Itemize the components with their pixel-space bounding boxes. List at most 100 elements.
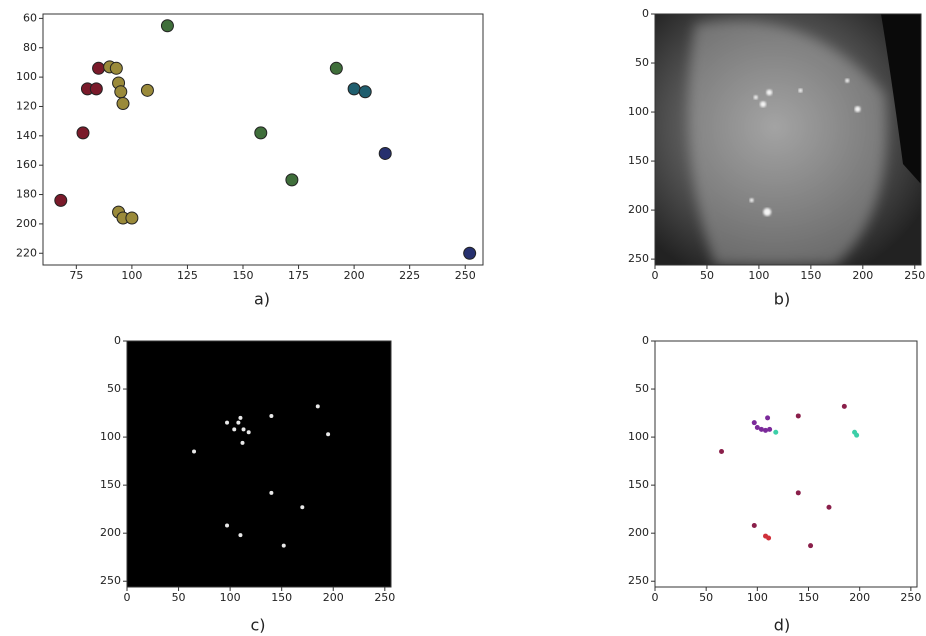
point bbox=[236, 420, 241, 425]
x-tick-label: 200 bbox=[323, 591, 344, 604]
caption: c) bbox=[250, 616, 265, 635]
frame bbox=[654, 13, 922, 266]
point bbox=[114, 85, 128, 99]
y-tick-label: 0 bbox=[642, 7, 649, 20]
x-tick-label: 175 bbox=[288, 269, 309, 282]
point bbox=[225, 523, 230, 528]
y-tick-label: 80 bbox=[23, 41, 37, 54]
x-tick-label: 100 bbox=[220, 591, 241, 604]
bright-spot bbox=[753, 95, 758, 100]
x-tick-label: 100 bbox=[747, 591, 768, 604]
point bbox=[766, 535, 772, 541]
point bbox=[751, 523, 757, 528]
y-tick-label: 200 bbox=[16, 217, 37, 230]
y-tick-label: 160 bbox=[16, 158, 37, 171]
y-tick-label: 200 bbox=[628, 203, 649, 216]
y-tick-label: 0 bbox=[114, 334, 121, 347]
y-tick-label: 100 bbox=[628, 105, 649, 118]
y-tick-label: 250 bbox=[628, 574, 649, 587]
point bbox=[463, 246, 477, 260]
bright-spot bbox=[763, 208, 772, 217]
point bbox=[246, 430, 251, 435]
point bbox=[92, 61, 106, 75]
bright-spot bbox=[798, 88, 803, 93]
point bbox=[719, 449, 725, 455]
edge bbox=[881, 14, 921, 184]
y-tick-label: 50 bbox=[107, 382, 121, 395]
point bbox=[767, 426, 773, 432]
point bbox=[238, 415, 243, 420]
x-tick-label: 250 bbox=[904, 269, 925, 282]
point bbox=[269, 490, 274, 495]
point bbox=[281, 543, 286, 548]
x-tick-label: 200 bbox=[849, 591, 870, 604]
frame bbox=[654, 340, 918, 588]
point bbox=[795, 413, 801, 419]
point bbox=[125, 211, 139, 225]
y-tick-label: 220 bbox=[16, 246, 37, 259]
x-tick-label: 50 bbox=[172, 591, 186, 604]
y-tick-label: 100 bbox=[100, 430, 121, 443]
bright-spot bbox=[760, 101, 767, 108]
x-tick-label: 0 bbox=[652, 269, 659, 282]
frame bbox=[42, 13, 484, 266]
point bbox=[240, 440, 245, 445]
point bbox=[758, 426, 764, 432]
x-tick-label: 100 bbox=[121, 269, 142, 282]
point bbox=[300, 505, 305, 510]
y-tick-label: 150 bbox=[100, 478, 121, 491]
point bbox=[225, 420, 230, 425]
x-tick-label: 50 bbox=[700, 269, 714, 282]
point bbox=[826, 504, 832, 510]
point bbox=[329, 61, 343, 75]
point bbox=[109, 61, 123, 75]
y-tick-label: 50 bbox=[635, 382, 649, 395]
point bbox=[238, 533, 243, 538]
point bbox=[763, 427, 769, 433]
point bbox=[347, 82, 361, 96]
point bbox=[140, 83, 154, 97]
point bbox=[358, 85, 372, 99]
bright-spot bbox=[854, 106, 861, 113]
bright-spot bbox=[749, 198, 754, 203]
point bbox=[854, 432, 860, 438]
point bbox=[315, 404, 320, 409]
point bbox=[89, 82, 103, 96]
point bbox=[116, 97, 130, 111]
bright-spot bbox=[845, 78, 850, 83]
point bbox=[765, 415, 771, 421]
point bbox=[285, 173, 299, 187]
y-tick-label: 150 bbox=[628, 154, 649, 167]
point bbox=[76, 126, 90, 140]
x-tick-label: 0 bbox=[124, 591, 131, 604]
point bbox=[754, 424, 760, 430]
x-tick-label: 75 bbox=[69, 269, 83, 282]
point bbox=[160, 19, 174, 33]
plot-background bbox=[127, 341, 391, 587]
y-tick-label: 140 bbox=[16, 129, 37, 142]
x-tick-label: 250 bbox=[455, 269, 476, 282]
point bbox=[326, 432, 331, 437]
x-tick-label: 150 bbox=[271, 591, 292, 604]
x-tick-label: 150 bbox=[800, 269, 821, 282]
y-tick-label: 0 bbox=[642, 334, 649, 347]
point bbox=[254, 126, 268, 140]
y-tick-label: 250 bbox=[100, 574, 121, 587]
y-tick-label: 250 bbox=[628, 252, 649, 265]
panel: 75 100 125 150 175 200 225 250 60 80 100 120 140 160 1… bbox=[16, 11, 484, 309]
y-tick-label: 60 bbox=[23, 11, 37, 24]
point bbox=[54, 193, 68, 207]
x-tick-label: 0 bbox=[652, 591, 659, 604]
x-tick-label: 250 bbox=[374, 591, 395, 604]
y-tick-label: 180 bbox=[16, 188, 37, 201]
x-tick-label: 150 bbox=[798, 591, 819, 604]
point bbox=[841, 403, 847, 409]
x-tick-label: 50 bbox=[699, 591, 713, 604]
caption: d) bbox=[774, 616, 790, 635]
x-tick-label: 125 bbox=[177, 269, 198, 282]
point bbox=[232, 427, 237, 432]
caption: b) bbox=[774, 290, 790, 309]
x-tick-label: 200 bbox=[344, 269, 365, 282]
